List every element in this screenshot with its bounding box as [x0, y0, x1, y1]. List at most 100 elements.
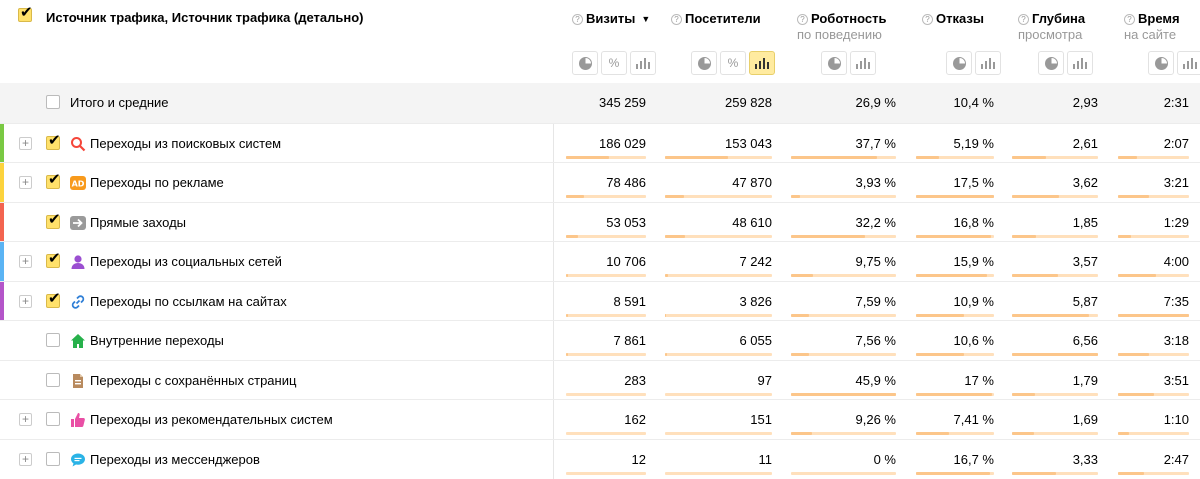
metric-robots: 45,9 %: [855, 372, 896, 388]
percent-button[interactable]: %: [601, 51, 627, 75]
column-title[interactable]: ? Посетители: [671, 10, 761, 27]
metric-bar-fill: [1118, 353, 1150, 356]
traffic-source-label[interactable]: Переходы из мессенджеров: [90, 451, 260, 467]
pie-chart-button[interactable]: [1148, 51, 1174, 75]
bar-chart-button[interactable]: [630, 51, 656, 75]
column-label: Время: [1138, 11, 1180, 26]
column-header-visits[interactable]: ? Визиты ▼%: [572, 0, 656, 83]
table-row[interactable]: + AD Переходы по рекламе 78 486 47 870 3,93 %…: [0, 162, 1200, 202]
row-checkbox[interactable]: [46, 451, 60, 466]
column-header-robots[interactable]: ? Роботность по поведению: [797, 0, 900, 83]
column-title[interactable]: ? Визиты ▼: [572, 10, 650, 28]
metric-bar: [1118, 471, 1189, 475]
row-checkbox[interactable]: [46, 210, 61, 229]
expand-row-button[interactable]: +: [19, 136, 32, 150]
traffic-source-label[interactable]: Переходы из поисковых систем: [90, 135, 282, 151]
series-color-stripe: [0, 202, 4, 242]
metric-robots: 7,59 %: [855, 293, 896, 309]
row-checkbox[interactable]: [46, 95, 60, 109]
table-row[interactable]: + Переходы из мессенджеров 12 11 0 % 16,7 % 3,…: [0, 438, 1200, 479]
table-row[interactable]: + Переходы из рекомендательных систем 162 1…: [0, 399, 1200, 439]
bar-chart-button[interactable]: [975, 51, 1001, 75]
metric-bar: [916, 234, 994, 238]
pie-chart-button[interactable]: [946, 51, 972, 75]
metric-bar: [1118, 313, 1189, 317]
expand-row-button[interactable]: +: [19, 176, 32, 189]
help-icon[interactable]: ?: [797, 14, 808, 25]
pie-chart-button[interactable]: [572, 51, 598, 75]
bar-chart-button[interactable]: [749, 51, 775, 75]
help-icon[interactable]: ?: [1018, 14, 1029, 25]
traffic-source-label[interactable]: Переходы по рекламе: [90, 175, 224, 190]
dimension-title[interactable]: Источник трафика, Источник трафика (дета…: [46, 10, 364, 25]
column-title[interactable]: ? Глубина: [1018, 10, 1085, 27]
view-mode-buttons: [821, 51, 876, 75]
metric-bar-fill: [1118, 432, 1129, 435]
expand-row-button[interactable]: +: [19, 255, 32, 268]
column-title[interactable]: ? Роботность: [797, 10, 887, 27]
metric-robots: 0 %: [873, 451, 896, 467]
row-checkbox[interactable]: [46, 412, 60, 426]
row-checkbox[interactable]: [46, 131, 61, 150]
traffic-source-label[interactable]: Переходы по ссылкам на сайтах: [90, 293, 287, 309]
select-all-checkbox[interactable]: [18, 3, 33, 22]
pie-chart-button[interactable]: [821, 51, 847, 75]
help-icon[interactable]: ?: [922, 14, 933, 25]
column-header-depth[interactable]: ? Глубина просмотра: [1018, 0, 1102, 83]
help-icon[interactable]: ?: [671, 14, 682, 25]
row-checkbox[interactable]: [46, 333, 60, 347]
metric-bar-fill: [916, 471, 991, 475]
table-row[interactable]: Внутренние переходы 7 861 6 055 7,56 % 10,6 …: [0, 320, 1200, 360]
bar-glyph: [1085, 61, 1087, 69]
table-row[interactable]: Переходы с сохранённых страниц 283 97 45,9 …: [0, 359, 1200, 400]
help-icon[interactable]: ?: [572, 14, 583, 25]
table-row[interactable]: + Переходы по ссылкам на сайтах 8 591 3 826…: [0, 280, 1200, 321]
metric-bar-fill: [665, 234, 686, 238]
bar-chart-button[interactable]: [1177, 51, 1200, 75]
expand-row-button[interactable]: +: [19, 452, 32, 466]
metric-bar: [566, 471, 646, 475]
bar-glyph: [981, 63, 983, 69]
table-row[interactable]: + Переходы из поисковых систем 186 029 153 …: [0, 122, 1200, 163]
column-title[interactable]: ? Отказы: [922, 10, 984, 27]
table-row[interactable]: + Переходы из социальных сетей 10 706 7 242…: [0, 241, 1200, 281]
row-checkbox[interactable]: [46, 372, 60, 387]
search-icon: [70, 136, 86, 152]
metric-depth: 1,85: [1072, 214, 1098, 230]
metric-robots: 32,2 %: [855, 214, 896, 230]
column-title[interactable]: ? Время: [1124, 10, 1180, 27]
metric-bar-fill: [916, 392, 992, 396]
metric-bounces: 15,9 %: [953, 254, 994, 269]
traffic-source-label[interactable]: Переходы с сохранённых страниц: [90, 372, 297, 388]
row-checkbox[interactable]: [46, 289, 61, 308]
bar-chart-button[interactable]: [850, 51, 876, 75]
expand-row-button[interactable]: +: [19, 294, 32, 308]
traffic-source-label[interactable]: Переходы из рекомендательных систем: [90, 412, 333, 427]
column-label: Роботность: [811, 11, 887, 26]
metric-time: 1:29: [1163, 214, 1189, 230]
traffic-source-label[interactable]: Прямые заходы: [90, 214, 187, 230]
traffic-source-label[interactable]: Переходы из социальных сетей: [90, 254, 282, 269]
column-header-bounces[interactable]: ? Отказы: [922, 0, 1001, 83]
totals-row: Итого и средние 345 259 259 828 26,9 % 10,4 …: [0, 83, 1200, 123]
metric-bar-fill: [916, 274, 987, 277]
column-header-visitors[interactable]: ? Посетители%: [671, 0, 776, 83]
help-icon[interactable]: ?: [1124, 14, 1135, 25]
row-checkbox[interactable]: [46, 170, 61, 189]
table-row[interactable]: Прямые заходы 53 053 48 610 32,2 % 16,8 % 1,8…: [0, 201, 1200, 242]
pie-chart-button[interactable]: [691, 51, 717, 75]
column-sublabel: просмотра: [1018, 27, 1083, 42]
bar-chart-button[interactable]: [1067, 51, 1093, 75]
column-header-time[interactable]: ? Время на сайте: [1124, 0, 1200, 83]
row-checkbox[interactable]: [46, 249, 61, 268]
metric-bar: [566, 392, 646, 396]
metric-bar: [791, 234, 896, 238]
metric-time: 3:21: [1163, 175, 1189, 190]
expand-row-button[interactable]: +: [19, 413, 32, 426]
pie-chart-button[interactable]: [1038, 51, 1064, 75]
sort-desc-icon[interactable]: ▼: [641, 14, 651, 24]
bar-glyph: [648, 61, 650, 69]
metric-bar: [665, 471, 772, 475]
traffic-source-label[interactable]: Внутренние переходы: [90, 333, 224, 348]
percent-button[interactable]: %: [720, 51, 746, 75]
